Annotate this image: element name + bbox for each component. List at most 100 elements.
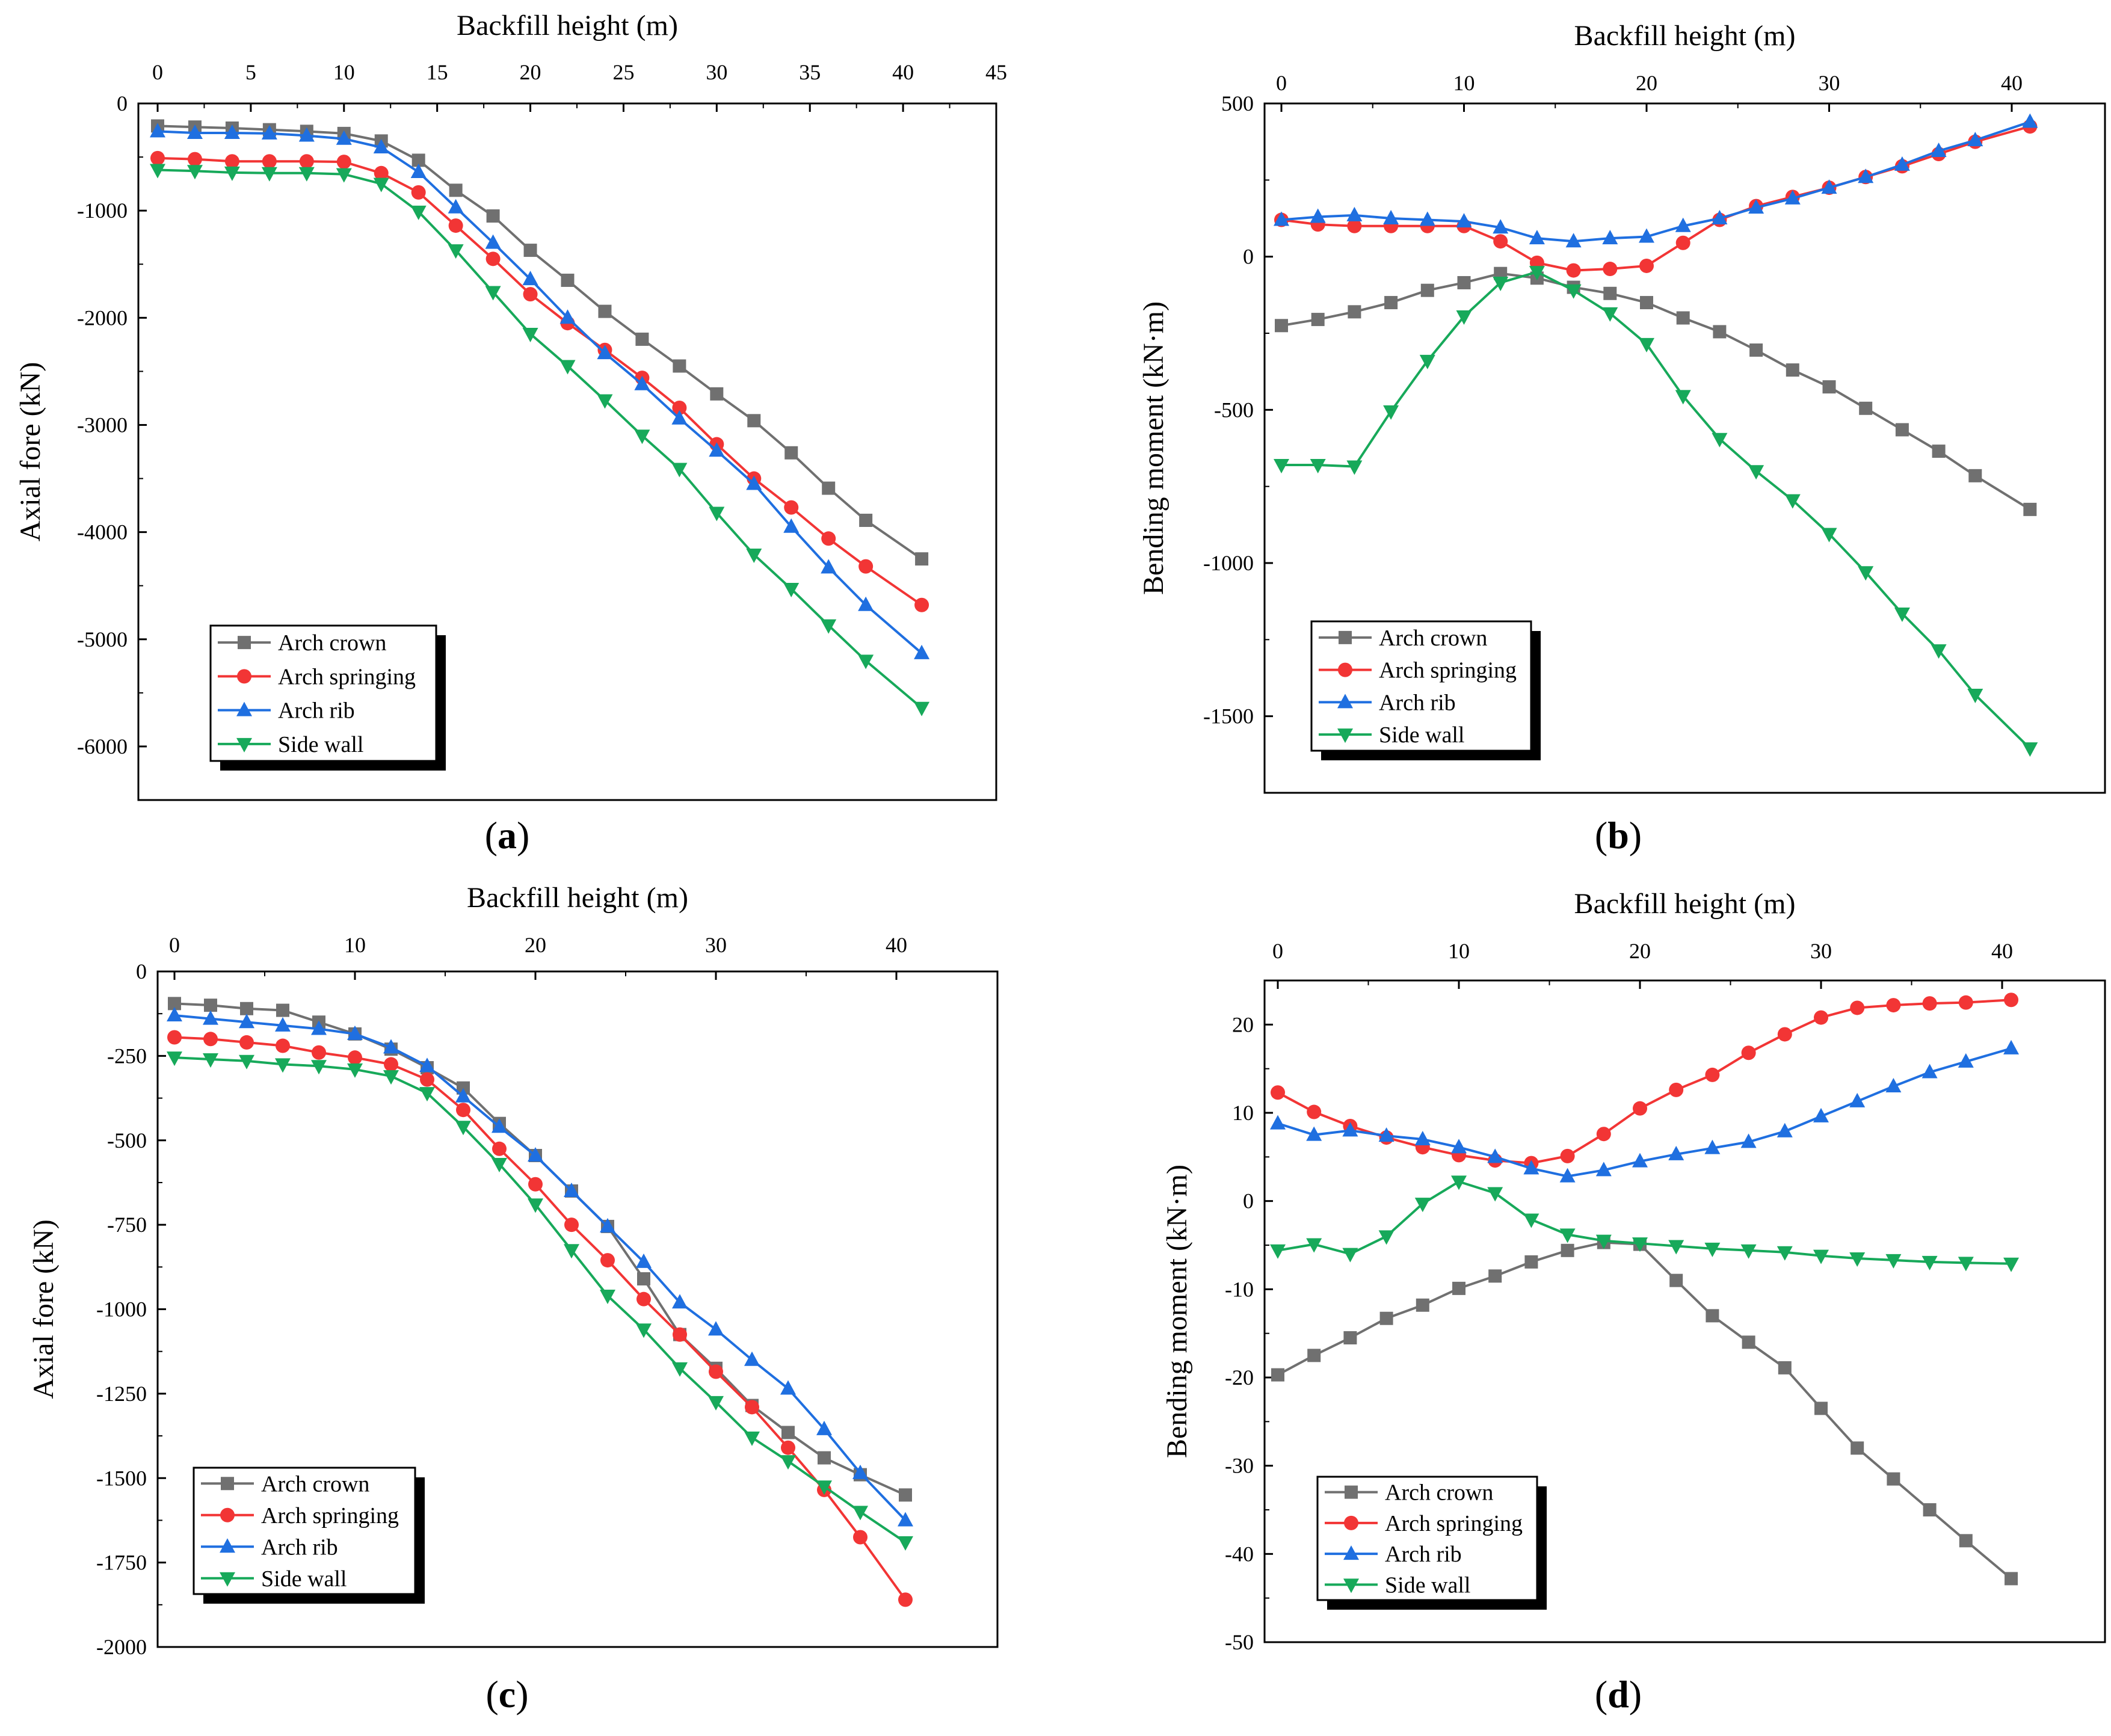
legend-marker xyxy=(237,669,251,684)
data-point xyxy=(746,475,762,490)
data-point xyxy=(1894,156,1910,171)
data-point xyxy=(187,152,202,167)
data-point xyxy=(1383,210,1399,224)
data-point xyxy=(1274,211,1289,226)
legend-label: Arch rib xyxy=(261,1534,338,1560)
x-tick-label: 40 xyxy=(892,60,914,84)
data-point xyxy=(1639,337,1654,352)
data-point xyxy=(1639,228,1654,243)
x-axis-title: Backfill height (m) xyxy=(467,882,688,914)
data-point xyxy=(2022,113,2038,128)
data-point xyxy=(347,1025,363,1040)
data-point xyxy=(1922,996,1937,1011)
data-point xyxy=(1310,459,1326,474)
data-point xyxy=(410,205,427,220)
series-arch-springing xyxy=(1274,119,2038,278)
y-tick-label: -2000 xyxy=(77,306,128,330)
data-point xyxy=(1565,284,1582,299)
data-point xyxy=(492,1158,507,1173)
data-point xyxy=(240,1002,253,1015)
data-point xyxy=(1457,275,1471,289)
data-point xyxy=(1456,213,1472,228)
data-point xyxy=(1704,1242,1721,1257)
y-axis-title: Axial fore (kN) xyxy=(14,362,46,542)
data-point xyxy=(1894,608,1910,623)
data-point xyxy=(852,1464,868,1479)
data-point xyxy=(780,1455,796,1470)
data-point xyxy=(598,304,612,318)
data-point xyxy=(1932,445,1946,458)
data-point xyxy=(818,1451,831,1465)
data-point xyxy=(1639,258,1654,273)
data-point xyxy=(1348,305,1361,319)
data-point xyxy=(1778,1361,1792,1374)
y-axis-title: Bending moment (kN·m) xyxy=(1161,1165,1193,1458)
data-point xyxy=(1595,1162,1612,1177)
data-point xyxy=(1488,1269,1502,1283)
data-point xyxy=(1414,1131,1431,1145)
data-point xyxy=(671,463,688,478)
data-point xyxy=(455,1121,471,1136)
series-side-wall xyxy=(1270,1175,2020,1272)
data-point xyxy=(312,1045,326,1060)
x-tick-label: 10 xyxy=(333,60,355,84)
data-point xyxy=(1640,296,1653,310)
data-point xyxy=(347,1063,363,1078)
legend-label: Arch crown xyxy=(261,1471,369,1497)
x-tick-label: 20 xyxy=(520,60,541,84)
data-point xyxy=(1958,1257,1974,1272)
data-point xyxy=(858,654,874,669)
data-point xyxy=(783,518,800,533)
data-point xyxy=(186,165,203,180)
y-tick-label: 20 xyxy=(1232,1012,1254,1036)
data-point xyxy=(456,1103,470,1118)
data-point xyxy=(1270,1244,1286,1259)
data-point xyxy=(1529,266,1545,281)
data-point xyxy=(1595,1234,1612,1249)
y-axis-title: Bending moment (kN·m) xyxy=(1138,301,1170,595)
data-point xyxy=(1378,1230,1394,1245)
data-point xyxy=(1603,286,1617,300)
data-point xyxy=(1342,1122,1358,1137)
x-tick-label: 0 xyxy=(169,933,180,957)
data-point xyxy=(1347,218,1362,233)
data-point xyxy=(1565,233,1582,248)
legend-marker xyxy=(1337,728,1353,743)
data-point xyxy=(747,414,761,428)
data-point xyxy=(239,1014,254,1029)
data-point xyxy=(1813,1249,1829,1264)
data-point xyxy=(411,185,426,200)
data-point xyxy=(1493,276,1509,291)
y-tick-label: 10 xyxy=(1232,1101,1254,1125)
data-point xyxy=(1669,1082,1684,1097)
data-point xyxy=(448,218,463,233)
data-point xyxy=(600,1253,615,1268)
series-line xyxy=(157,156,923,606)
data-point xyxy=(914,701,930,716)
series-arch-rib xyxy=(1270,1039,2020,1183)
data-point xyxy=(637,1272,650,1285)
data-point xyxy=(858,596,874,611)
x-tick-label: 5 xyxy=(245,60,256,84)
y-tick-label: 0 xyxy=(1243,245,1254,269)
data-point xyxy=(1784,189,1801,205)
data-point xyxy=(224,124,240,139)
data-point xyxy=(821,531,836,546)
data-point xyxy=(1311,313,1325,327)
panel-caption: (d) xyxy=(1595,1673,1642,1716)
data-point xyxy=(1887,1472,1900,1486)
legend-label: Arch springing xyxy=(278,664,416,689)
legend-label: Arch crown xyxy=(278,630,386,656)
data-point xyxy=(419,1087,435,1102)
data-point xyxy=(203,1032,218,1047)
data-point xyxy=(203,1053,218,1068)
legend-marker xyxy=(1338,662,1352,677)
data-point xyxy=(816,1480,832,1495)
data-point xyxy=(1849,1252,1866,1267)
y-tick-label: -4000 xyxy=(77,520,128,544)
data-point xyxy=(1921,1255,1938,1270)
y-tick-label: 500 xyxy=(1221,91,1254,115)
y-tick-label: -30 xyxy=(1225,1454,1254,1478)
data-point xyxy=(710,387,724,401)
data-point xyxy=(914,644,930,659)
